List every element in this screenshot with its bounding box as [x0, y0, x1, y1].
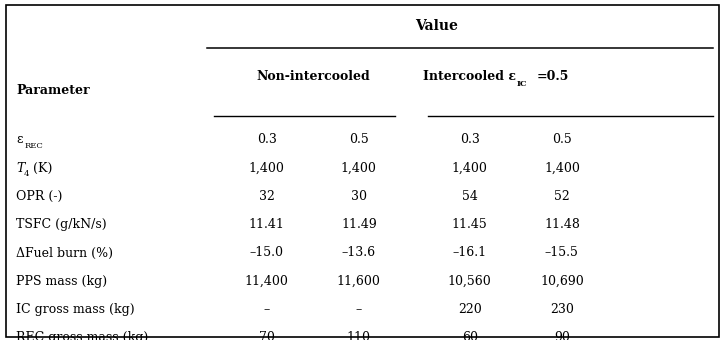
- Text: 52: 52: [554, 190, 570, 203]
- Text: 54: 54: [462, 190, 478, 203]
- Text: 90: 90: [554, 331, 570, 340]
- Text: 70: 70: [259, 331, 275, 340]
- Text: Parameter: Parameter: [16, 84, 90, 97]
- Text: REC gross mass (kg): REC gross mass (kg): [16, 331, 148, 340]
- Text: T: T: [16, 162, 25, 175]
- Text: Value: Value: [415, 18, 457, 33]
- Text: 0.5: 0.5: [349, 133, 369, 146]
- Text: 0.3: 0.3: [257, 133, 277, 146]
- Text: 4: 4: [23, 170, 29, 178]
- Text: –13.6: –13.6: [341, 246, 376, 259]
- Text: 110: 110: [347, 331, 371, 340]
- Text: 230: 230: [550, 303, 573, 316]
- Text: 1,400: 1,400: [341, 162, 377, 175]
- Text: 11.41: 11.41: [249, 218, 285, 231]
- Text: –15.0: –15.0: [250, 246, 283, 259]
- Text: IC gross mass (kg): IC gross mass (kg): [16, 303, 135, 316]
- Text: 220: 220: [458, 303, 481, 316]
- Text: 11.48: 11.48: [544, 218, 580, 231]
- Text: –16.1: –16.1: [452, 246, 487, 259]
- Text: –15.5: –15.5: [545, 246, 579, 259]
- Text: ΔFuel burn (%): ΔFuel burn (%): [16, 246, 113, 259]
- Text: –: –: [264, 303, 270, 316]
- Text: =0.5: =0.5: [536, 70, 568, 83]
- Text: –: –: [356, 303, 362, 316]
- Text: 11.45: 11.45: [452, 218, 488, 231]
- Text: REC: REC: [25, 141, 44, 150]
- Text: Non-intercooled: Non-intercooled: [256, 70, 370, 83]
- Text: 1,400: 1,400: [452, 162, 488, 175]
- Text: 0.5: 0.5: [552, 133, 572, 146]
- Text: 30: 30: [351, 190, 367, 203]
- Text: Intercooled ε: Intercooled ε: [423, 70, 515, 83]
- Text: 60: 60: [462, 331, 478, 340]
- Text: 11,600: 11,600: [337, 275, 381, 288]
- Text: PPS mass (kg): PPS mass (kg): [16, 275, 107, 288]
- Text: 11,400: 11,400: [245, 275, 289, 288]
- Text: 11.49: 11.49: [341, 218, 377, 231]
- Text: 0.3: 0.3: [460, 133, 480, 146]
- Text: 10,560: 10,560: [448, 275, 492, 288]
- Text: 32: 32: [259, 190, 275, 203]
- Text: IC: IC: [516, 80, 527, 88]
- Text: OPR (-): OPR (-): [16, 190, 62, 203]
- Text: 10,690: 10,690: [540, 275, 584, 288]
- Text: 1,400: 1,400: [249, 162, 285, 175]
- Text: ε: ε: [16, 133, 22, 146]
- Text: (K): (K): [29, 162, 52, 175]
- Text: 1,400: 1,400: [544, 162, 580, 175]
- Text: TSFC (g/kN/s): TSFC (g/kN/s): [16, 218, 107, 231]
